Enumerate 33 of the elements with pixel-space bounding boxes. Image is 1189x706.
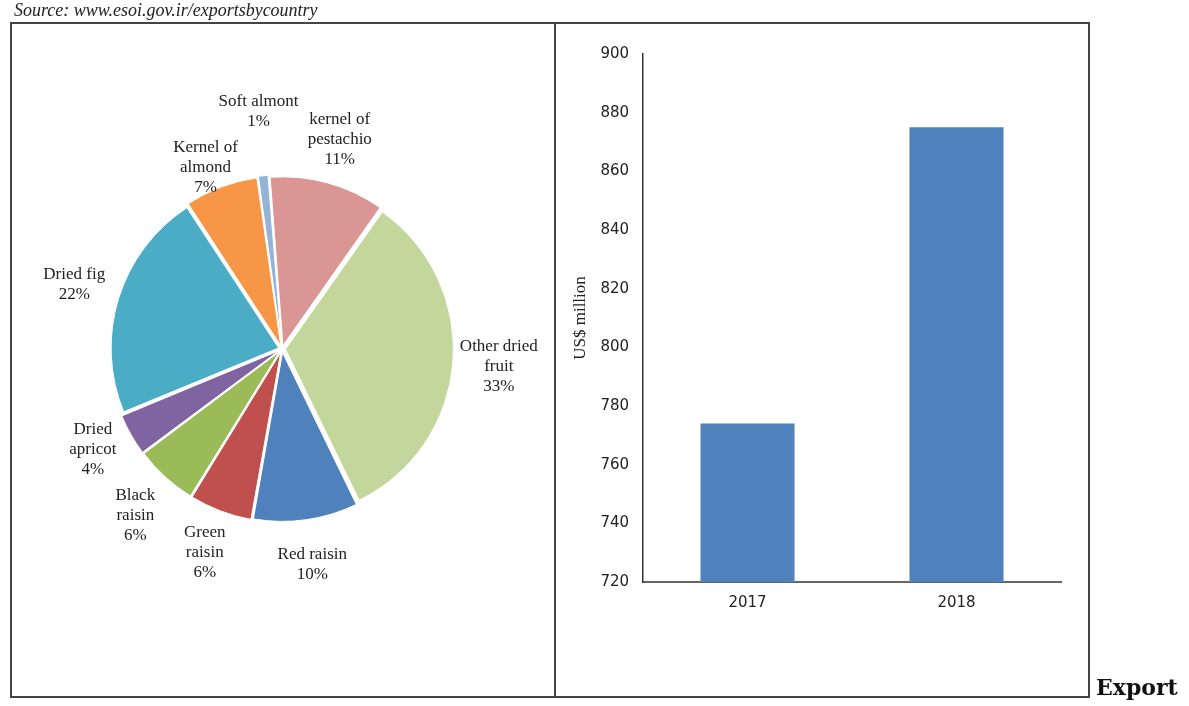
data-label: 4% (81, 459, 105, 479)
x-tick-label: 2018 (937, 592, 976, 611)
slice-label: Black raisin (115, 485, 156, 525)
y-tick-label: 860 (600, 161, 630, 180)
y-tick-label: 820 (600, 278, 630, 297)
data-label: 6% (124, 525, 147, 545)
data-label: 22% (58, 284, 90, 304)
x-tick-label: 2017 (728, 592, 767, 611)
slice-label: Kernel of almond (173, 136, 239, 176)
source-note: Source: www.esoi.gov.ir/exportsbycountry (14, 0, 318, 21)
data-label: 11% (324, 148, 356, 168)
y-tick-label: 780 (600, 395, 630, 414)
slice-label: Dried apricot (69, 419, 117, 459)
slice-label: Red raisin (277, 543, 348, 563)
text: Export (1096, 674, 1178, 700)
slice-label: Soft almont (218, 90, 299, 110)
data-label: 10% (296, 563, 328, 583)
data-label: 7% (194, 176, 217, 196)
data-label: 33% (483, 375, 515, 395)
y-tick-label: 740 (600, 513, 630, 532)
slice-label: Dried fig (43, 264, 106, 284)
data-label: 6% (193, 561, 217, 581)
y-tick-label: 720 (600, 571, 630, 590)
y-tick-label: 760 (600, 454, 630, 473)
data-label: 1% (247, 110, 270, 130)
slice-label: kernel of pestachio (307, 108, 372, 148)
slice-label: Other dried fruit (459, 335, 539, 375)
y-tick-label: 900 (600, 43, 630, 62)
y-tick-label: 800 (600, 337, 630, 356)
y-tick-label: 840 (600, 219, 630, 238)
y-axis-title: US$ million (569, 275, 589, 360)
slice-label: Green raisin (184, 521, 227, 561)
y-tick-label: 880 (600, 102, 630, 121)
